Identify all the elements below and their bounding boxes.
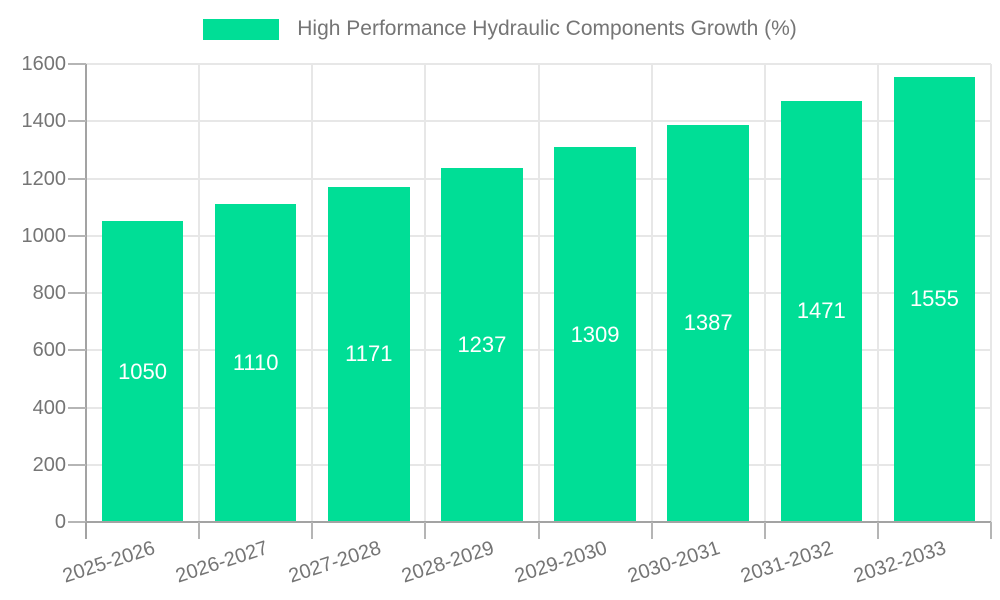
- bar-2028-2029[interactable]: 1237: [441, 167, 523, 522]
- x-axis-tick: [877, 522, 879, 539]
- bar-2030-2031[interactable]: 1387: [667, 124, 749, 522]
- legend[interactable]: High Performance Hydraulic Components Gr…: [0, 17, 1000, 41]
- x-axis-tick: [990, 522, 992, 539]
- bar-value-label: 1387: [683, 310, 733, 336]
- x-gridline: [651, 64, 653, 522]
- x-axis-tick: [198, 522, 200, 539]
- y-axis-tick: [68, 349, 86, 352]
- y-tick-label: 1400: [21, 110, 67, 133]
- x-gridline: [424, 64, 426, 522]
- bar-2029-2030[interactable]: 1309: [554, 147, 636, 522]
- y-tick-label: 0: [54, 511, 66, 533]
- x-gridline: [764, 64, 766, 522]
- legend-swatch: [203, 18, 280, 40]
- legend-label: High Performance Hydraulic Components Gr…: [297, 17, 797, 40]
- bar-value-label: 1237: [457, 331, 507, 357]
- bar-value-label: 1050: [118, 358, 168, 384]
- y-axis-tick: [68, 234, 86, 237]
- bar-value-label: 1110: [232, 350, 279, 376]
- y-tick-label: 1600: [21, 53, 67, 75]
- y-axis-tick: [68, 120, 86, 123]
- x-gridline: [990, 64, 992, 522]
- y-axis-line: [85, 64, 87, 539]
- y-axis-tick: [68, 521, 86, 523]
- x-gridline: [877, 64, 879, 522]
- y-axis-tick: [68, 292, 86, 294]
- bar-2026-2027[interactable]: 1110: [214, 204, 297, 522]
- y-tick-label: 800: [32, 282, 66, 304]
- bar-2031-2032[interactable]: 1471: [780, 100, 863, 522]
- y-tick-label: 1000: [21, 224, 67, 247]
- x-gridline: [311, 64, 313, 522]
- x-gridline: [538, 64, 540, 522]
- y-axis-tick: [68, 406, 86, 409]
- x-axis-tick: [424, 522, 426, 539]
- bar-2025-2026[interactable]: 1050: [101, 221, 184, 522]
- y-axis-tick: [68, 177, 86, 180]
- y-axis-tick: [68, 463, 86, 466]
- bar-2032-2033[interactable]: 1555: [893, 76, 976, 522]
- x-axis-tick: [651, 522, 653, 539]
- y-axis-tick: [68, 63, 86, 65]
- bar-value-label: 1171: [345, 341, 393, 367]
- y-tick-label: 600: [32, 339, 66, 362]
- x-axis-tick: [764, 522, 766, 539]
- y-tick-label: 400: [32, 396, 66, 419]
- x-axis-tick: [311, 522, 313, 539]
- bar-value-label: 1555: [909, 286, 959, 312]
- plot-area: 1050 1110 1171 1237 1309 1387 1471 1555: [68, 63, 992, 539]
- bar-value-label: 1471: [796, 298, 846, 324]
- bar-value-label: 1309: [570, 321, 620, 347]
- x-axis-tick: [85, 522, 87, 539]
- bar-2027-2028[interactable]: 1171: [328, 186, 410, 522]
- x-axis-tick: [538, 522, 540, 539]
- y-tick-label: 200: [32, 453, 66, 476]
- y-tick-label: 1200: [21, 167, 67, 190]
- x-gridline: [198, 64, 200, 522]
